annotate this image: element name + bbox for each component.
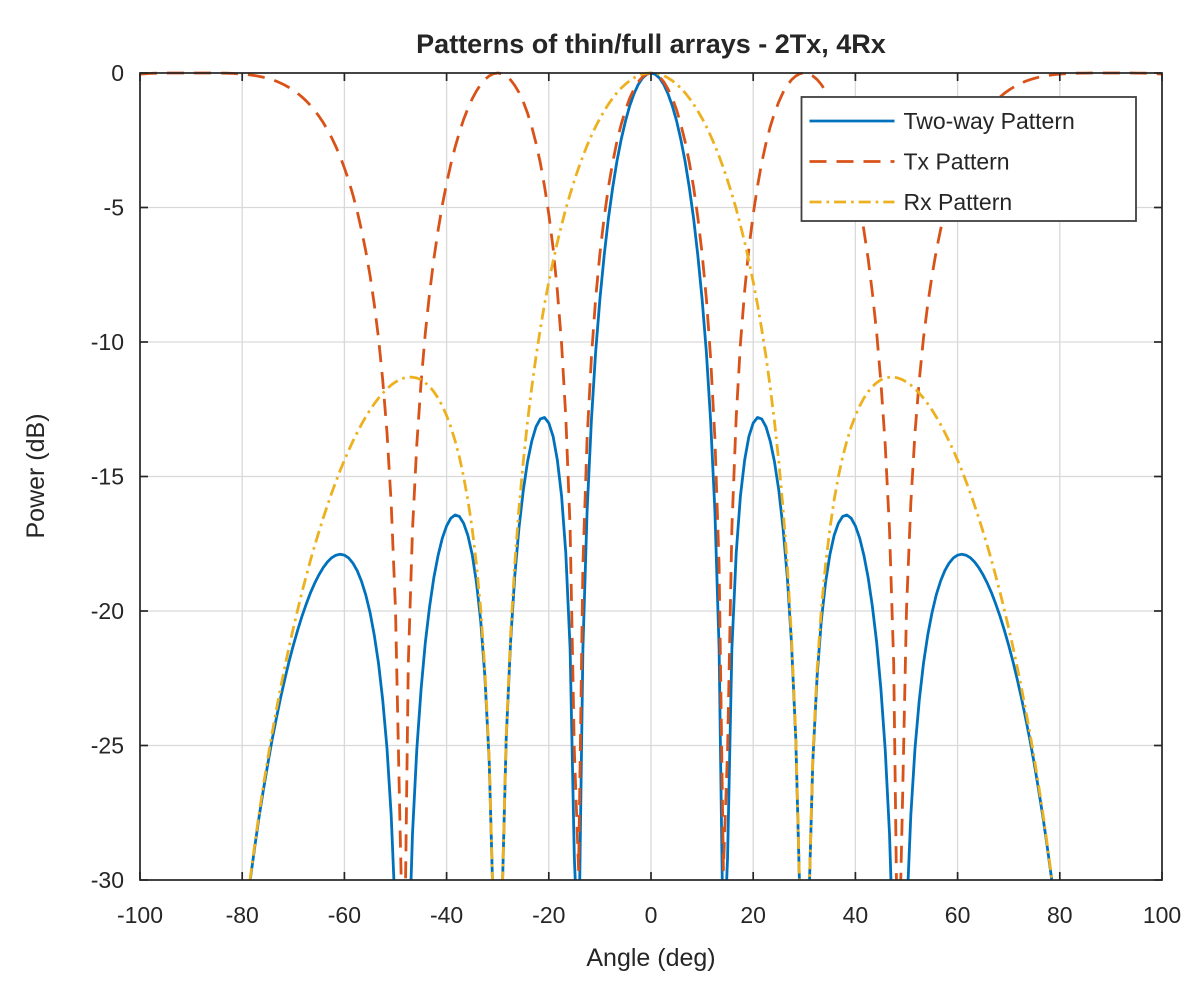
x-tick-label: 100 (1143, 902, 1181, 928)
x-tick-label: 0 (645, 902, 658, 928)
x-tick-label: -80 (226, 902, 259, 928)
x-tick-label: -40 (430, 902, 463, 928)
y-tick-label: -10 (91, 329, 124, 355)
x-tick-label: 60 (945, 902, 971, 928)
legend-label-two-way-pattern: Two-way Pattern (904, 108, 1075, 134)
x-tick-label: 80 (1047, 902, 1073, 928)
x-tick-label: -60 (328, 902, 361, 928)
x-tick-label: 40 (843, 902, 869, 928)
x-tick-label: -20 (532, 902, 565, 928)
legend: Two-way Pattern Tx Pattern Rx Pattern (800, 96, 1137, 222)
y-tick-label: -15 (91, 464, 124, 490)
tick-marks (139, 72, 1163, 881)
x-tick-label: -100 (117, 902, 163, 928)
x-axis-label: Angle (deg) (586, 944, 715, 972)
tick-labels: -100 -80 -60 -40 -20 0 20 40 60 80 100 0 -5 -10 -15 -20… (91, 60, 1181, 928)
chart-title: Patterns of thin/full arrays - 2Tx, 4Rx (416, 29, 886, 59)
y-tick-label: -5 (104, 195, 124, 221)
legend-label-rx-pattern: Rx Pattern (904, 189, 1013, 215)
legend-box (800, 96, 1137, 222)
legend-label-tx-pattern: Tx Pattern (904, 149, 1010, 175)
y-tick-label: 0 (111, 60, 124, 86)
x-tick-label: 20 (740, 902, 766, 928)
y-tick-label: -20 (91, 598, 124, 624)
y-axis-label: Power (dB) (22, 413, 50, 538)
y-tick-label: -30 (91, 867, 124, 893)
y-tick-label: -25 (91, 733, 124, 759)
